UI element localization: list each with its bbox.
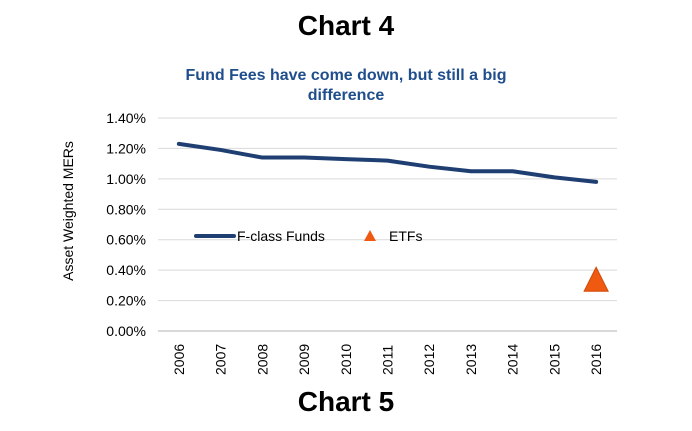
x-tick-label: 2011 <box>380 345 396 375</box>
y-tick-label: 1.20% <box>106 140 146 156</box>
series-line-f-class-funds <box>176 141 599 184</box>
x-tick-label: 2006 <box>171 344 187 375</box>
y-tick-label: 1.00% <box>106 171 146 187</box>
chart-title-line-1: Fund Fees have come down, but still a bi… <box>186 67 507 84</box>
y-tick-label: 0.40% <box>106 262 146 278</box>
x-tick-label: 2010 <box>338 344 354 375</box>
x-tick-label: 2014 <box>505 344 521 375</box>
legend-label-etfs: ETFs <box>389 228 422 244</box>
legend-triangle-swatch <box>364 230 376 241</box>
y-axis-label: Asset Weighted MERs <box>60 141 76 281</box>
x-tick-label: 2008 <box>254 344 270 375</box>
x-tick-label: 2009 <box>296 344 312 375</box>
etf-triangle-marker <box>583 266 609 292</box>
x-tick-label: 2012 <box>421 344 437 375</box>
x-tick-label: 2007 <box>213 344 229 375</box>
x-tick-label: 2013 <box>463 344 479 375</box>
legend-label-f-class-funds: F-class Funds <box>237 228 325 244</box>
y-tick-label: 0.00% <box>106 323 146 339</box>
x-tick-label: 2016 <box>588 344 604 375</box>
y-tick-label: 0.20% <box>106 293 146 309</box>
y-tick-label: 0.80% <box>106 201 146 217</box>
x-tick-label: 2015 <box>546 344 562 375</box>
chart-4-heading: Chart 4 <box>297 10 395 41</box>
y-tick-label: 1.40% <box>106 110 146 126</box>
chart-5-heading: Chart 5 <box>297 386 395 417</box>
chart-title-line-2: difference <box>308 87 385 104</box>
y-tick-label: 0.60% <box>106 232 146 248</box>
